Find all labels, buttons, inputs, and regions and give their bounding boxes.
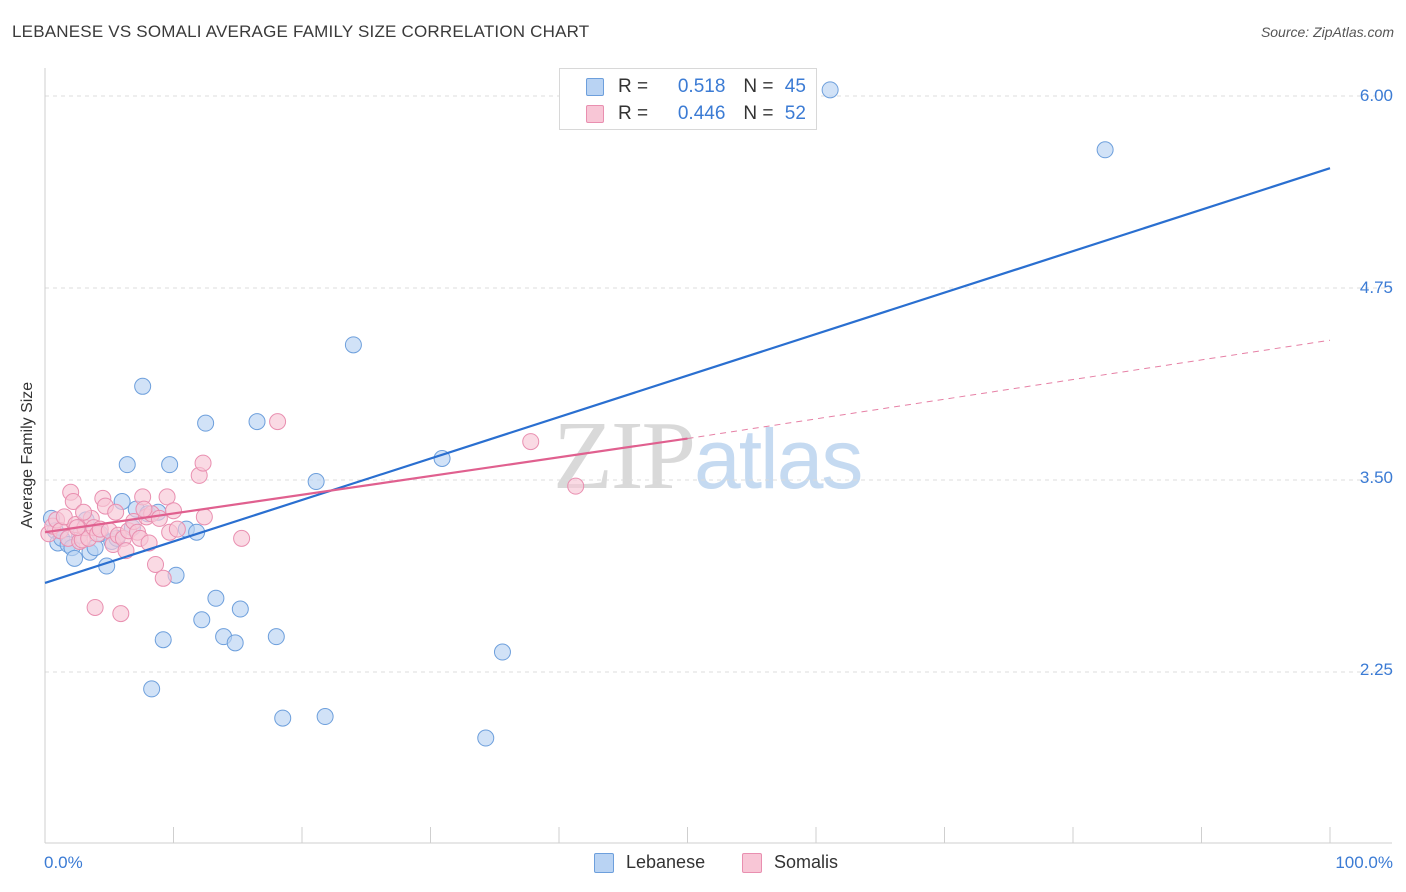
somali-point (135, 500, 153, 518)
lebanese-point (821, 81, 839, 99)
y-tick-label: 4.75 (1359, 278, 1393, 297)
lebanese-point (1096, 141, 1114, 159)
somalis-swatch (586, 105, 604, 123)
lebanese-point (193, 611, 211, 629)
lebanese-trend-line (44, 167, 1331, 584)
lebanese-point (226, 634, 244, 652)
y-tick-label: 3.50 (1359, 468, 1393, 487)
r-label: R = (618, 103, 649, 124)
somali-point (233, 529, 251, 547)
stats-legend: R = 0.518 N = 45 R = 0.446 N = 52 (559, 68, 817, 130)
lebanese-point (316, 708, 334, 726)
somali-point (150, 509, 168, 527)
somali-point (112, 605, 130, 623)
lebanese-point (143, 680, 161, 698)
somali-trend-line (44, 437, 688, 534)
lebanese-point (161, 456, 179, 474)
lebanese-point (66, 549, 84, 567)
lebanese-point (248, 413, 266, 431)
lebanese-point (154, 631, 172, 649)
somali-point (64, 493, 82, 511)
lebanese-point (118, 456, 136, 474)
somali-point (158, 488, 176, 506)
y-tick-label: 6.00 (1359, 86, 1393, 105)
chart-title: LEBANESE VS SOMALI AVERAGE FAMILY SIZE C… (12, 22, 590, 41)
lebanese-point (274, 709, 292, 727)
lebanese-point (344, 336, 362, 354)
n-value: 52 (784, 103, 806, 124)
somali-point (168, 520, 186, 538)
legend-item-somalis[interactable]: Somalis (742, 852, 838, 873)
somali-point (195, 508, 213, 526)
lebanese-point (267, 628, 285, 646)
somali-point (147, 555, 165, 573)
y-axis-label: Average Family Size (19, 381, 36, 529)
lebanese-point (477, 729, 495, 747)
somali-point (75, 503, 93, 521)
somali-point (567, 477, 585, 495)
somali-trend-extension (687, 339, 1331, 440)
y-tick-label: 2.25 (1359, 660, 1393, 679)
somali-point (522, 433, 540, 451)
r-label: R = (618, 76, 649, 97)
lebanese-point (134, 377, 152, 395)
legend-label: Lebanese (626, 852, 706, 872)
legend-item-lebanese[interactable]: Lebanese (594, 852, 705, 873)
n-value: 45 (784, 76, 806, 97)
stats-legend-row-somalis: R = 0.446 N = 52 (586, 101, 806, 127)
x-tick-label-max: 100.0% (1335, 853, 1393, 872)
somali-point (165, 502, 182, 520)
lebanese-point (493, 643, 511, 661)
somali-point (269, 413, 287, 431)
lebanese-point (197, 414, 215, 432)
n-label: N = (743, 76, 774, 97)
series-legend: Lebanese Somalis (0, 852, 1406, 878)
somali-point (194, 454, 212, 472)
r-value: 0.518 (677, 76, 726, 97)
somali-point (86, 598, 104, 616)
n-label: N = (743, 103, 774, 124)
somali-point (107, 503, 125, 521)
somalis-swatch (742, 852, 762, 873)
x-tick-label-min: 0.0% (44, 853, 83, 872)
lebanese-point (307, 473, 325, 491)
lebanese-swatch (586, 78, 604, 96)
lebanese-swatch (594, 852, 614, 873)
r-value: 0.446 (677, 103, 726, 124)
stats-legend-row-lebanese: R = 0.518 N = 45 (586, 74, 806, 100)
lebanese-point (231, 600, 249, 618)
source-credit: Source: ZipAtlas.com (1260, 24, 1394, 40)
somali-point (154, 569, 172, 587)
lebanese-point (207, 589, 225, 607)
legend-label: Somalis (774, 852, 839, 872)
